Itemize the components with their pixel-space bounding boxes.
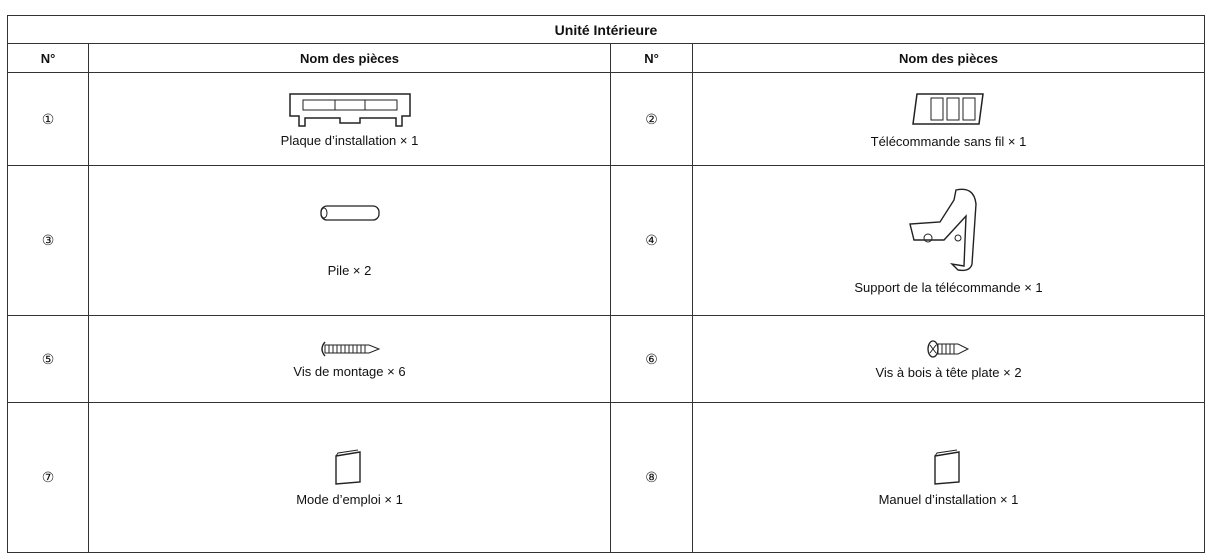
part-cell: Vis de montage × 6: [88, 315, 611, 403]
part-name: Mode d’emploi × 1: [296, 492, 403, 507]
part-name: Vis de montage × 6: [293, 363, 406, 379]
part-cell: Manuel d’installation × 1: [691, 402, 1206, 553]
page: Unité Intérieure N° Nom des pièces N° No…: [6, 15, 1206, 553]
part-number: ⑤: [7, 315, 89, 403]
holder-icon: [908, 188, 977, 272]
part-number: ⑦: [7, 402, 89, 553]
part-name: Plaque d’installation × 1: [280, 132, 419, 148]
part-name: Support de la télécommande × 1: [854, 280, 1043, 295]
screw-icon: [320, 341, 380, 356]
part-cell: Plaque d’installation × 1: [88, 72, 611, 166]
battery-icon: [319, 205, 380, 221]
column-header: Nom des pièces: [88, 43, 611, 73]
part-cell: Pile × 2: [88, 165, 611, 316]
flat-screw-icon: [926, 339, 969, 358]
part-number: ②: [610, 72, 693, 166]
part-number: ①: [7, 72, 89, 166]
part-name: Manuel d’installation × 1: [878, 492, 1019, 507]
part-cell: Télécommande sans fil × 1: [691, 72, 1206, 166]
column-header: Nom des pièces: [691, 43, 1206, 73]
part-name: Vis à bois à tête plate × 2: [875, 364, 1022, 380]
part-number: ⑧: [610, 402, 693, 553]
booklet-icon: [334, 449, 361, 485]
column-header: N°: [610, 43, 693, 73]
part-cell: Mode d’emploi × 1: [88, 402, 611, 553]
plate-icon: [288, 92, 411, 127]
part-number: ④: [610, 165, 693, 316]
table-title: Unité Intérieure: [6, 15, 1206, 44]
part-cell: Support de la télécommande × 1: [691, 165, 1206, 316]
column-header: N°: [7, 43, 89, 73]
booklet-icon: [933, 449, 960, 485]
part-name: Pile × 2: [327, 263, 372, 278]
part-cell: Vis à bois à tête plate × 2: [691, 315, 1206, 403]
remote-icon: [911, 92, 984, 125]
part-name: Télécommande sans fil × 1: [870, 133, 1027, 149]
parts-table: Unité Intérieure N° Nom des pièces N° No…: [6, 15, 1206, 553]
part-number: ⑥: [610, 315, 693, 403]
part-number: ③: [7, 165, 89, 316]
